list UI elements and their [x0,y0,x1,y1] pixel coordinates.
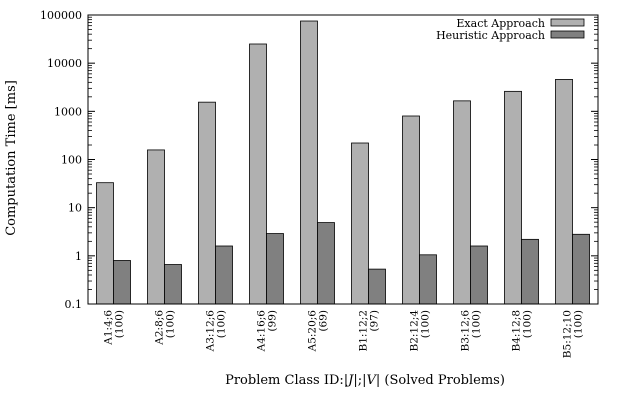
bar-heuristic-9 [521,238,539,305]
y-tick-label: 1 [75,250,82,263]
bar-exact-3 [198,101,216,305]
x-tick-label-id: A4:16;6 [256,310,268,353]
bar-exact-2 [147,149,165,305]
bar-heuristic-2 [164,264,182,305]
y-tick-label: 1000 [54,105,82,118]
x-tick-label-1: A1:4;6 (100) [103,310,126,346]
x-tick-label-5: A5:20;6 (69) [307,310,330,353]
x-tick-label-3: A3:12;6 (100) [205,310,228,353]
bar-exact-6 [351,142,369,305]
bar-exact-5 [300,20,318,305]
x-tick-label-id: B3:12;6 [460,310,472,352]
x-axis-title: Problem Class ID:|J|;|V| (Solved Problem… [225,373,505,388]
bar-heuristic-6 [368,268,386,305]
x-tick-label-id: B2:12;4 [409,310,421,352]
x-tick-label-id: B4:12;8 [511,310,523,352]
bar-heuristic-10 [572,233,590,305]
x-tick-label-id: A3:12;6 [205,310,217,353]
x-tick-label-solved: (100) [114,310,126,338]
x-tick-label-4: A4:16;6 (99) [256,310,279,353]
bar-exact-1 [96,182,114,305]
x-tick-label-solved: (97) [369,310,381,332]
legend-swatch-2 [550,30,585,39]
legend-label-2: Heuristic Approach [436,29,545,42]
bar-heuristic-7 [419,254,437,305]
bar-heuristic-4 [266,233,284,305]
x-tick-label-id: B1:12;2 [358,310,370,352]
y-axis-title: Computation Time [ms] [4,80,19,236]
x-tick-label-2: A2:8;6 (100) [154,310,177,346]
y-tick-label: 100 [61,154,82,167]
x-tick-label-id: A5:20;6 [307,310,319,353]
bar-heuristic-3 [215,245,233,305]
legend-swatch-1 [550,18,585,27]
y-tick-label: 10000 [47,57,82,70]
bars [96,20,590,305]
x-tick-label-10: B5:12;10 (100) [562,310,585,358]
x-tick-label-id: A1:4;6 [103,310,115,346]
x-tick-label-7: B2:12;4 (100) [409,310,432,352]
x-tick-label-solved: (100) [165,310,177,338]
x-tick-label-solved: (100) [420,310,432,338]
x-tick-label-8: B3:12;6 (100) [460,310,483,352]
x-tick-label-id: B5:12;10 [562,310,574,358]
bar-heuristic-5 [317,222,335,305]
x-tick-label-solved: (100) [573,310,585,338]
bar-exact-7 [402,115,420,305]
bar-exact-4 [249,43,267,305]
x-tick-label-9: B4:12;8 (100) [511,310,534,352]
x-tick-label-solved: (100) [522,310,534,338]
x-tick-label-6: B1:12;2 (97) [358,310,381,352]
x-tick-label-solved: (100) [216,310,228,338]
y-tick-label: 0.1 [65,298,83,311]
x-tick-label-solved: (100) [471,310,483,338]
y-tick-label: 100000 [40,9,82,22]
x-tick-label-solved: (99) [267,310,279,332]
bar-heuristic-8 [470,245,488,305]
bar-exact-10 [555,79,573,305]
x-tick-label-solved: (69) [318,310,330,332]
bar-exact-8 [453,100,471,305]
bar-heuristic-1 [113,260,131,305]
legend-label-1: Exact Approach [456,17,545,30]
x-tick-label-id: A2:8;6 [154,310,166,346]
bar-exact-9 [504,90,522,305]
y-tick-label: 10 [68,202,82,215]
